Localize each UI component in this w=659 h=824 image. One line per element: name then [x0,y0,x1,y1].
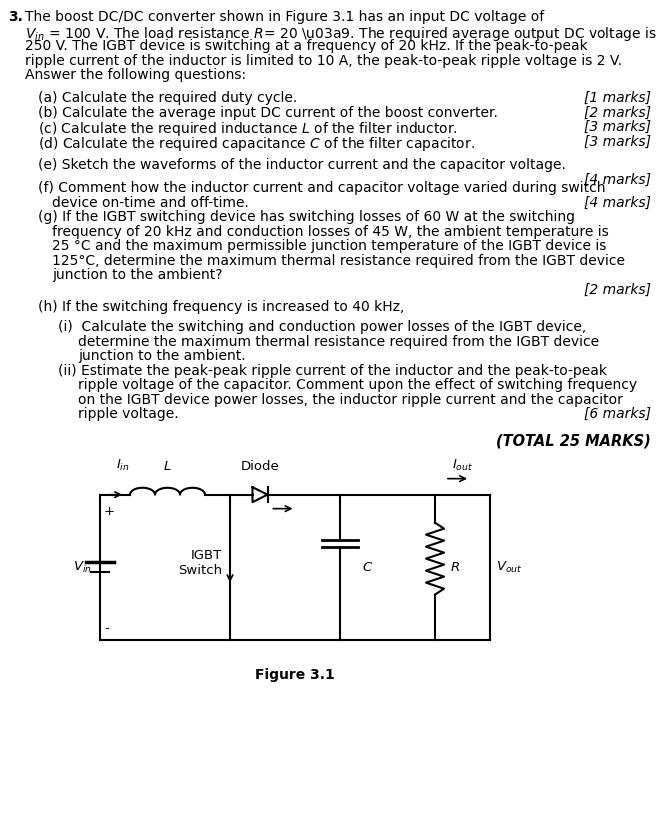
Text: $R$: $R$ [450,560,460,574]
Text: The boost DC/DC converter shown in Figure 3.1 has an input DC voltage of: The boost DC/DC converter shown in Figur… [25,10,544,24]
Text: Switch: Switch [178,564,222,577]
Text: ripple voltage.: ripple voltage. [78,407,179,421]
Text: [6 marks]: [6 marks] [584,407,651,421]
Text: [4 marks]: [4 marks] [584,195,651,209]
Text: Answer the following questions:: Answer the following questions: [25,68,246,82]
Text: 3.: 3. [8,10,23,24]
Text: [4 marks]: [4 marks] [584,172,651,186]
Text: device on-time and off-time.: device on-time and off-time. [52,195,249,209]
Text: [3 marks]: [3 marks] [584,120,651,134]
Text: (a) Calculate the required duty cycle.: (a) Calculate the required duty cycle. [38,91,297,105]
Text: ripple voltage of the capacitor. Comment upon the effect of switching frequency: ripple voltage of the capacitor. Comment… [78,378,637,392]
Text: on the IGBT device power losses, the inductor ripple current and the capacitor: on the IGBT device power losses, the ind… [78,393,623,407]
Text: 250 V. The IGBT device is switching at a frequency of 20 kHz. If the peak-to-pea: 250 V. The IGBT device is switching at a… [25,39,588,53]
Text: 25 °C and the maximum permissible junction temperature of the IGBT device is: 25 °C and the maximum permissible juncti… [52,239,606,253]
Text: frequency of 20 kHz and conduction losses of 45 W, the ambient temperature is: frequency of 20 kHz and conduction losse… [52,225,609,239]
Text: $L$: $L$ [163,460,172,473]
Text: determine the maximum thermal resistance required from the IGBT device: determine the maximum thermal resistance… [78,335,599,349]
Text: [1 marks]: [1 marks] [584,91,651,105]
Text: $I_{out}$: $I_{out}$ [452,457,473,473]
Text: (g) If the IGBT switching device has switching losses of 60 W at the switching: (g) If the IGBT switching device has swi… [38,210,575,224]
Text: [2 marks]: [2 marks] [584,105,651,119]
Text: ripple current of the inductor is limited to 10 A, the peak-to-peak ripple volta: ripple current of the inductor is limite… [25,54,622,68]
Text: $I_{in}$: $I_{in}$ [116,457,130,473]
Text: (i)  Calculate the switching and conduction power losses of the IGBT device,: (i) Calculate the switching and conducti… [58,321,587,335]
Text: 125°C, determine the maximum thermal resistance required from the IGBT device: 125°C, determine the maximum thermal res… [52,254,625,268]
Text: junction to the ambient?: junction to the ambient? [52,268,223,282]
Text: (e) Sketch the waveforms of the inductor current and the capacitor voltage.: (e) Sketch the waveforms of the inductor… [38,158,566,172]
Text: -: - [104,621,109,634]
Text: $V_{in}$ = 100 V. The load resistance $R$= 20 \u03a9. The required average outpu: $V_{in}$ = 100 V. The load resistance $R… [25,25,657,43]
Text: Diode: Diode [241,460,279,473]
Text: $V_{out}$: $V_{out}$ [496,559,523,574]
Text: +: + [104,504,115,517]
Text: (ii) Estimate the peak-peak ripple current of the inductor and the peak-to-peak: (ii) Estimate the peak-peak ripple curre… [58,364,607,377]
Text: $C$: $C$ [362,560,373,574]
Text: (c) Calculate the required inductance $L$ of the filter inductor.: (c) Calculate the required inductance $L… [38,120,458,138]
Text: (f) Comment how the inductor current and capacitor voltage varied during switch: (f) Comment how the inductor current and… [38,181,606,195]
Text: [2 marks]: [2 marks] [584,283,651,297]
Text: (h) If the switching frequency is increased to 40 kHz,: (h) If the switching frequency is increa… [38,300,405,314]
Text: Figure 3.1: Figure 3.1 [255,667,335,681]
Text: IGBT: IGBT [190,549,222,562]
Text: junction to the ambient.: junction to the ambient. [78,349,246,363]
Text: (TOTAL 25 MARKS): (TOTAL 25 MARKS) [496,433,651,448]
Text: (b) Calculate the average input DC current of the boost converter.: (b) Calculate the average input DC curre… [38,105,498,119]
Text: (d) Calculate the required capacitance $C$ of the filter capacitor.: (d) Calculate the required capacitance $… [38,134,475,152]
Text: $V_{in}$: $V_{in}$ [73,559,92,574]
Text: [3 marks]: [3 marks] [584,134,651,148]
